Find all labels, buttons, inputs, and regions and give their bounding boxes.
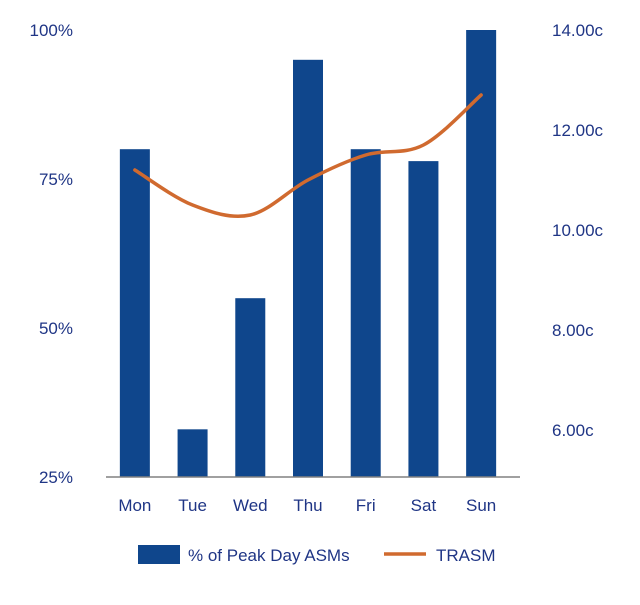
x-tick-label-sat: Sat [411, 496, 437, 515]
bar-fri [350, 149, 381, 477]
y-left-tick-label: 100% [30, 21, 73, 40]
y-right-tick-label: 14.00c [552, 21, 604, 40]
x-tick-label-sun: Sun [466, 496, 496, 515]
x-tick-label-wed: Wed [233, 496, 268, 515]
y-left-tick-label: 50% [39, 319, 73, 338]
y-right-tick-label: 6.00c [552, 421, 594, 440]
x-tick-label-mon: Mon [118, 496, 151, 515]
legend-label-line: TRASM [436, 546, 496, 565]
x-tick-label-tue: Tue [178, 496, 207, 515]
y-left-tick-label: 25% [39, 468, 73, 487]
y-right-tick-label: 10.00c [552, 221, 604, 240]
legend-swatch-bar [138, 545, 180, 564]
line-layer [133, 93, 483, 218]
x-tick-label-fri: Fri [356, 496, 376, 515]
y-left-tick-label: 75% [39, 170, 73, 189]
y-right-axis: 6.00c 8.00c 10.00c 12.00c 14.00c [552, 21, 604, 440]
x-axis: Mon Tue Wed Thu Fri Sat Sun [118, 496, 496, 515]
x-tick-label-thu: Thu [293, 496, 322, 515]
bar-sat [408, 161, 439, 477]
legend: % of Peak Day ASMs TRASM [138, 545, 496, 565]
y-right-tick-label: 8.00c [552, 321, 594, 340]
y-left-axis: 25% 50% 75% 100% [30, 21, 73, 487]
bar-mon [119, 149, 150, 477]
bars-layer [119, 30, 497, 478]
trasm-line [133, 93, 483, 218]
legend-label-bar: % of Peak Day ASMs [188, 546, 350, 565]
bar-thu [293, 59, 323, 478]
bar-wed [235, 298, 266, 477]
bar-tue [177, 429, 208, 477]
y-right-tick-label: 12.00c [552, 121, 604, 140]
